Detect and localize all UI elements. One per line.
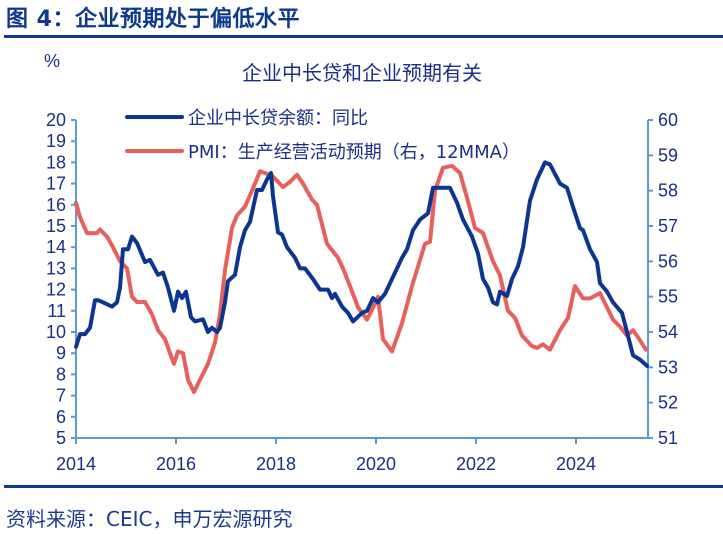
bottom-divider <box>4 485 723 488</box>
right-y-tick-label: 57 <box>658 216 678 236</box>
right-y-tick-label: 55 <box>658 287 678 307</box>
right-y-tick-label: 52 <box>658 393 678 413</box>
left-y-tick-label: 7 <box>56 386 66 406</box>
left-y-tick-label: 10 <box>46 322 66 342</box>
left-y-tick-label: 6 <box>56 407 66 427</box>
x-tick-label: 2016 <box>156 454 196 474</box>
left-y-tick-label: 12 <box>46 280 66 300</box>
y-axis-unit-label: % <box>44 51 60 71</box>
series-lines <box>74 160 649 395</box>
figure-title: 图 4：企业预期处于偏低水平 <box>6 7 300 32</box>
right-y-tick-label: 51 <box>658 428 678 448</box>
right-y-tick-label: 56 <box>658 251 678 271</box>
axes: 5678910111213141516171819205152535455565… <box>46 110 678 474</box>
left-y-tick-label: 17 <box>46 174 66 194</box>
chart-title: 企业中长贷和企业预期有关 <box>242 61 482 85</box>
left-y-tick-label: 13 <box>46 258 66 278</box>
right-y-tick-label: 58 <box>658 181 678 201</box>
legend-label-pmi: PMI：生产经营活动预期（右，12MMA） <box>188 142 520 163</box>
left-y-tick-label: 18 <box>46 152 66 172</box>
x-tick-label: 2018 <box>256 454 296 474</box>
top-divider <box>4 35 723 38</box>
right-y-tick-label: 59 <box>658 145 678 165</box>
left-y-tick-label: 8 <box>56 364 66 384</box>
right-y-tick-label: 53 <box>658 357 678 377</box>
x-tick-label: 2020 <box>356 454 396 474</box>
right-y-tick-label: 60 <box>658 110 678 130</box>
loan-growth-line <box>74 160 649 368</box>
left-y-tick-label: 5 <box>56 428 66 448</box>
x-tick-label: 2022 <box>456 454 496 474</box>
legend-label-loan: 企业中长贷余额：同比 <box>188 108 368 129</box>
right-y-tick-label: 54 <box>658 322 678 342</box>
left-y-tick-label: 16 <box>46 195 66 215</box>
left-y-tick-label: 11 <box>47 301 66 321</box>
left-y-tick-label: 20 <box>46 110 66 130</box>
x-tick-label: 2014 <box>56 454 96 474</box>
left-y-tick-label: 9 <box>56 343 66 363</box>
left-y-tick-label: 14 <box>46 237 66 257</box>
x-tick-label: 2024 <box>556 454 596 474</box>
pmi-expectation-line <box>74 163 648 395</box>
left-y-tick-label: 19 <box>46 131 66 151</box>
source-note: 资料来源：CEIC，申万宏源研究 <box>6 507 293 531</box>
legend: 企业中长贷余额：同比 PMI：生产经营活动预期（右，12MMA） <box>125 108 520 163</box>
left-y-tick-label: 15 <box>46 216 66 236</box>
